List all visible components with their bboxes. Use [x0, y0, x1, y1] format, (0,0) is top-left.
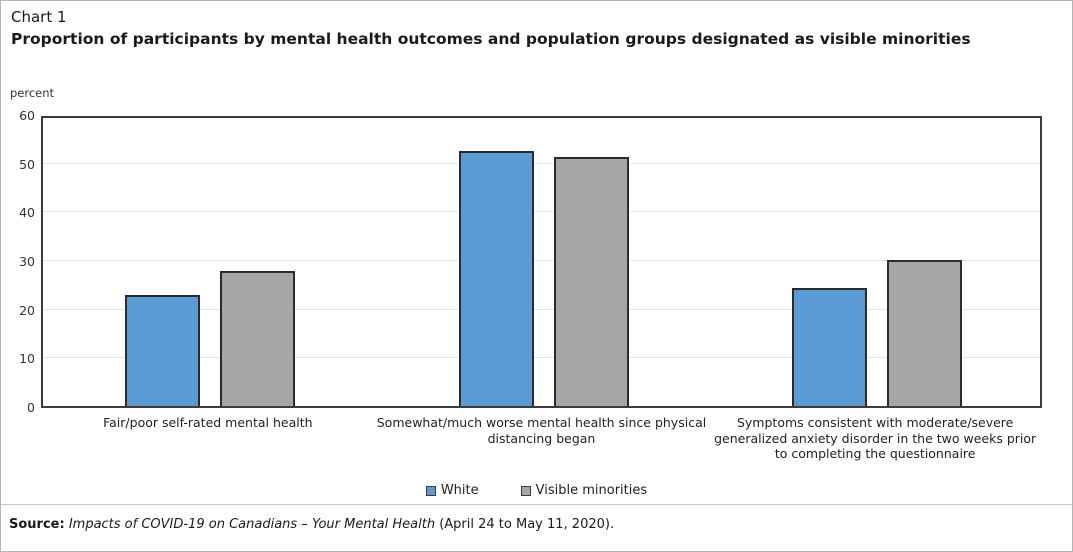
source-date-range: (April 24 to May 11, 2020).: [435, 517, 615, 532]
source-title: Impacts of COVID-19 on Canadians – Your …: [64, 517, 436, 532]
legend-swatch-icon: [520, 485, 531, 496]
gridline: [43, 211, 1040, 213]
chart-title: Proportion of participants by mental hea…: [11, 30, 971, 48]
gridline: [43, 308, 1040, 310]
bar-visible-minorities: [219, 271, 295, 406]
y-tick-label: 40: [19, 205, 35, 221]
legend-item: White: [425, 483, 479, 498]
chart-number-label: Chart 1: [11, 8, 67, 26]
x-category-label: Somewhat/much worse mental health since …: [376, 415, 707, 446]
legend-item: Visible minorities: [520, 483, 648, 498]
bar-white: [458, 151, 534, 406]
footer-divider: [1, 504, 1072, 505]
bar-white: [124, 295, 200, 406]
gridline: [43, 162, 1040, 164]
plot-area: [41, 116, 1042, 408]
x-category-label: Fair/poor self-rated mental health: [103, 415, 313, 430]
y-tick-label: 0: [27, 400, 35, 415]
bar-white: [792, 288, 868, 406]
gridline: [43, 357, 1040, 359]
gridline: [43, 260, 1040, 261]
bar-visible-minorities: [553, 157, 629, 406]
y-tick-label: 60: [19, 108, 35, 123]
legend: White Visible minorities: [1, 483, 1072, 498]
source-note: Source: Impacts of COVID-19 on Canadians…: [9, 517, 614, 532]
y-axis-unit-label: percent: [10, 86, 55, 100]
y-tick-label: 20: [19, 302, 35, 318]
source-label: Source:: [9, 517, 65, 532]
y-tick-label: 50: [19, 156, 35, 172]
y-tick-label: 10: [19, 351, 35, 367]
legend-label: White: [440, 483, 479, 498]
x-category-label: Symptoms consistent with moderate/severe…: [714, 415, 1037, 461]
bar-visible-minorities: [887, 260, 963, 406]
legend-swatch-icon: [425, 485, 436, 496]
y-tick-label: 30: [19, 254, 35, 269]
legend-label: Visible minorities: [535, 483, 648, 498]
